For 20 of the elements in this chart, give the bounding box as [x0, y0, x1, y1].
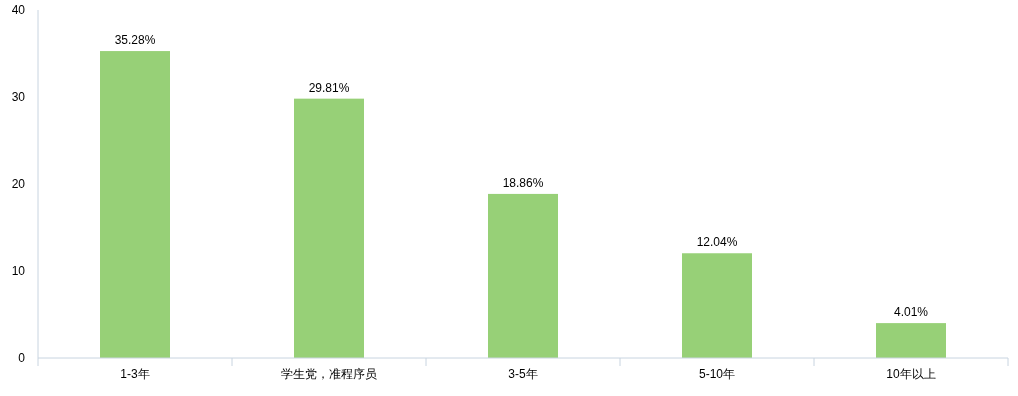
data-label: 29.81% [308, 80, 350, 95]
bar [682, 253, 752, 358]
y-tick-label: 30 [11, 90, 26, 105]
data-label: 12.04% [696, 235, 738, 250]
bar [100, 51, 170, 358]
y-tick-label: 20 [11, 177, 26, 192]
data-label: 4.01% [893, 305, 929, 320]
bar [294, 98, 364, 358]
data-label: 18.86% [502, 175, 544, 190]
x-tick-label: 1-3年 [120, 367, 150, 381]
y-tick-label: 10 [11, 264, 26, 279]
y-tick-label: 0 [18, 351, 26, 366]
x-tick-label: 3-5年 [508, 367, 538, 381]
bar [488, 193, 558, 358]
data-label: 35.28% [114, 33, 156, 48]
x-tick-label: 学生党，准程序员 [281, 367, 377, 381]
bar [876, 323, 946, 358]
x-tick-label: 5-10年 [698, 367, 736, 381]
y-tick-label: 40 [11, 3, 26, 18]
x-tick-label: 10年以上 [886, 367, 936, 381]
